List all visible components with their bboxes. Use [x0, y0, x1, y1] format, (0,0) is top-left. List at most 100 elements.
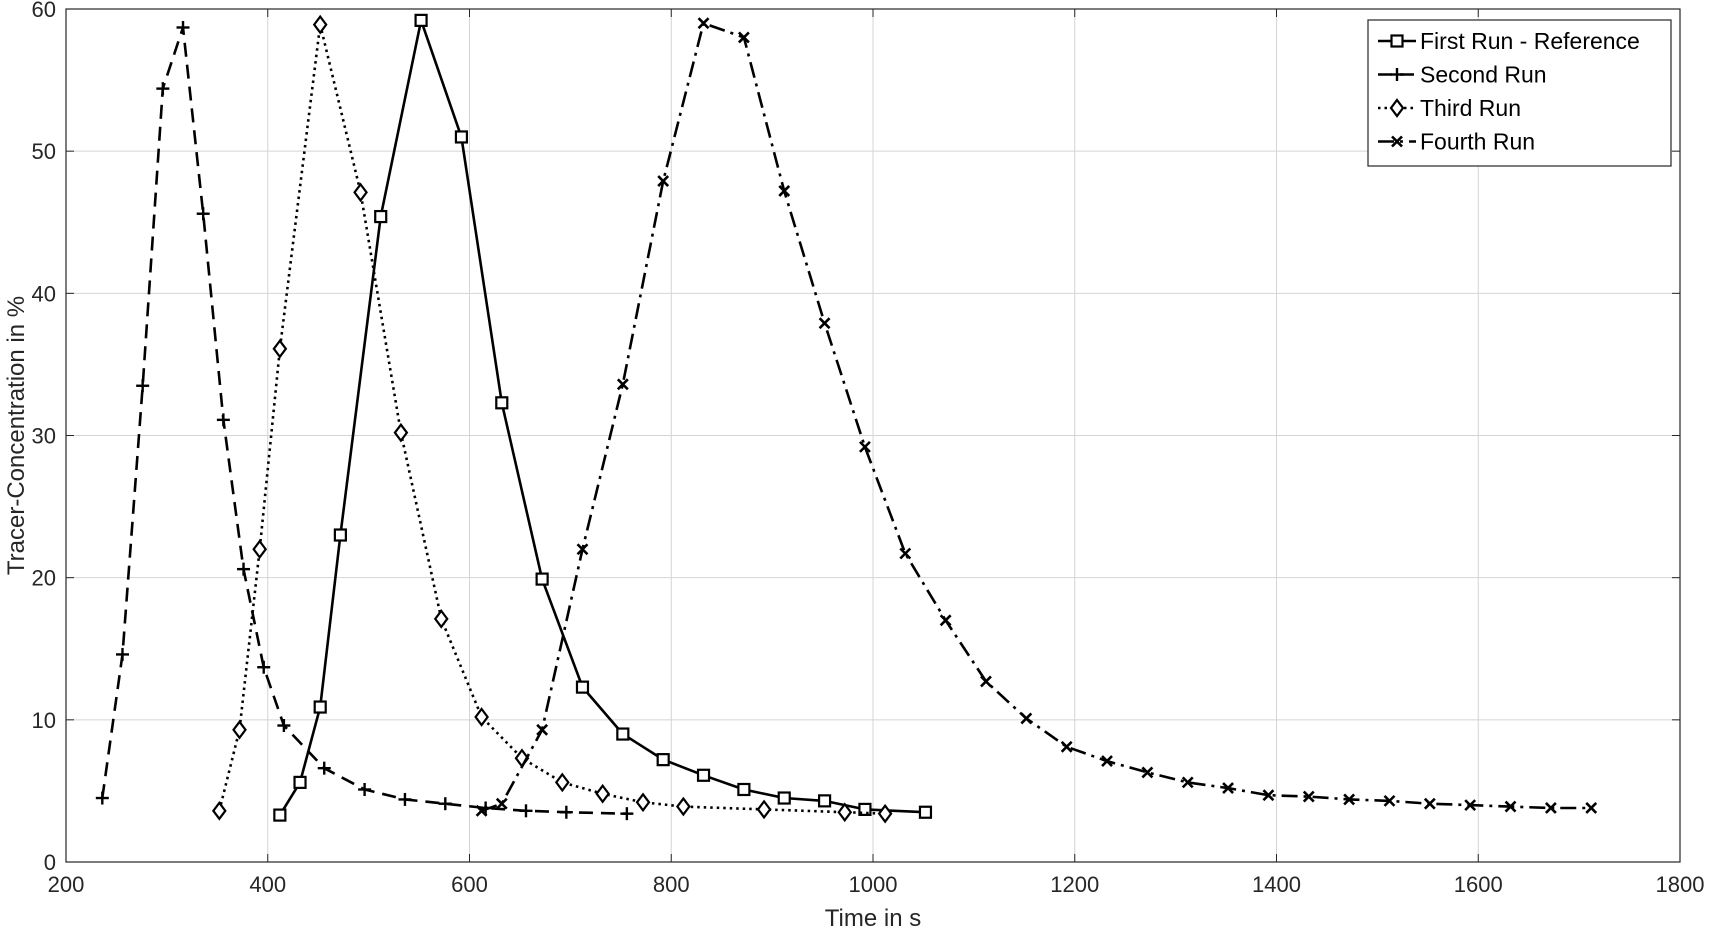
data-point: [877, 803, 893, 824]
data-point: [657, 175, 670, 187]
legend: First Run - Reference Second Run Third Run…: [1367, 19, 1672, 167]
data-point: [1464, 799, 1477, 812]
data-point: [237, 562, 251, 576]
data-point: [616, 727, 630, 741]
data-point: [358, 782, 372, 796]
data-point: [495, 797, 508, 810]
data-point: [433, 609, 449, 629]
data-point: [1101, 755, 1113, 767]
data-point: [333, 528, 347, 542]
legend-label: Third Run: [1420, 95, 1521, 121]
series-line: [278, 19, 926, 816]
x-tick-label: 1200: [1050, 872, 1099, 897]
legend-label: First Run - Reference: [1420, 28, 1640, 54]
x-tick-label: 1400: [1252, 872, 1301, 897]
data-point: [1504, 800, 1517, 813]
data-point: [216, 413, 230, 427]
series-3: [211, 14, 893, 824]
data-point: [393, 422, 409, 443]
data-point: [211, 800, 227, 821]
data-point: [293, 775, 307, 789]
data-point: [257, 660, 271, 674]
y-tick-label: 60: [32, 0, 56, 22]
data-point: [1302, 790, 1315, 803]
legend-entry: Fourth Run: [1378, 129, 1535, 155]
data-point: [1343, 793, 1356, 806]
data-point: [675, 796, 691, 817]
data-point: [1383, 794, 1396, 807]
data-point: [859, 440, 871, 453]
data-point: [474, 707, 489, 727]
data-point: [1423, 797, 1436, 810]
data-point: [115, 647, 129, 661]
data-point: [697, 17, 710, 30]
data-point: [777, 791, 791, 805]
x-tick-label: 200: [48, 872, 85, 897]
data-point: [1585, 802, 1598, 814]
legend-entry: First Run - Reference: [1378, 28, 1640, 54]
plot-frame: [65, 8, 1681, 863]
legend-entry: Second Run: [1378, 62, 1547, 88]
data-point: [313, 700, 327, 714]
data-point: [899, 547, 912, 560]
series-line: [101, 26, 627, 815]
data-point: [277, 719, 291, 733]
data-point: [312, 14, 328, 35]
data-point: [272, 338, 288, 359]
data-point: [554, 772, 570, 793]
data-point: [519, 804, 533, 818]
x-tick-label: 1000: [849, 872, 898, 897]
data-point: [536, 723, 549, 736]
data-point: [939, 614, 952, 627]
data-point: [817, 794, 832, 808]
data-point: [398, 792, 412, 806]
y-tick-label: 40: [32, 281, 56, 306]
data-point: [1141, 766, 1154, 779]
x-axis-label: Time in s: [825, 905, 921, 932]
tick-labels: 200 400 600 800 1000 1200 1400 1600 1800 0 10 20 30 4…: [32, 0, 1705, 897]
data-point: [635, 792, 651, 813]
data-point: [252, 539, 268, 560]
data-point: [1181, 776, 1194, 789]
data-point: [438, 797, 452, 811]
data-point: [1262, 789, 1275, 802]
data-point: [818, 317, 831, 330]
data-point: [176, 20, 190, 34]
data-point: [454, 130, 469, 144]
x-tick-label: 800: [653, 872, 690, 897]
data-point: [136, 379, 150, 393]
data-point: [1222, 782, 1234, 794]
data-point: [858, 802, 872, 816]
data-point: [1544, 802, 1557, 814]
series-layer: [95, 13, 1598, 824]
data-point: [273, 808, 287, 822]
data-point: [778, 185, 791, 197]
data-point: [374, 209, 388, 224]
data-point: [756, 799, 772, 820]
x-tick-label: 1600: [1454, 872, 1503, 897]
data-point: [232, 719, 247, 740]
series-4: [475, 17, 1598, 817]
data-point: [620, 807, 634, 821]
data-point: [737, 782, 751, 797]
data-point: [196, 207, 210, 221]
legend-entry: Third Run: [1378, 95, 1521, 121]
data-point: [156, 82, 170, 96]
series-line: [218, 23, 886, 815]
data-point: [918, 805, 933, 819]
y-tick-label: 30: [32, 424, 56, 449]
data-point: [475, 804, 488, 817]
data-point: [353, 182, 368, 203]
y-tick-label: 10: [32, 708, 56, 733]
x-tick-label: 1800: [1656, 872, 1705, 897]
legend-label: Fourth Run: [1420, 129, 1535, 155]
data-point: [1060, 740, 1073, 753]
data-point: [95, 791, 109, 805]
data-point: [535, 572, 549, 586]
data-point: [656, 753, 670, 767]
x-tick-label: 400: [249, 872, 286, 897]
legend-label: Second Run: [1420, 62, 1547, 88]
data-point: [317, 761, 331, 775]
legend-marker: [1390, 34, 1404, 48]
